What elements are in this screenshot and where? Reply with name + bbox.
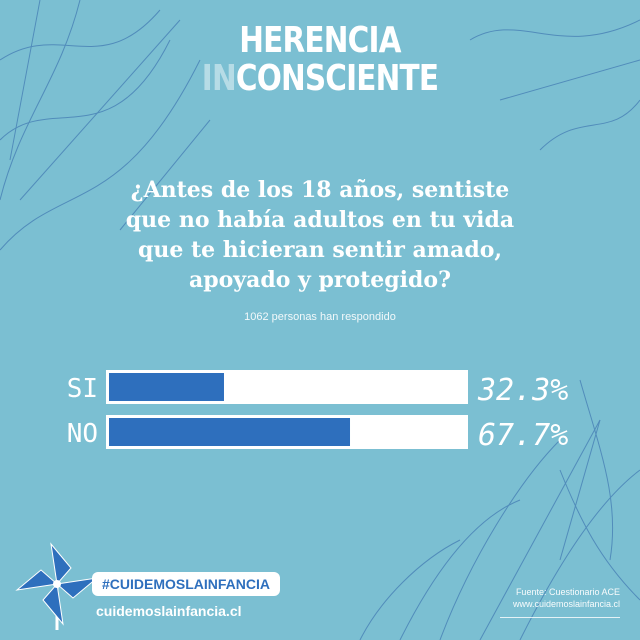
source-divider xyxy=(500,617,620,618)
bar-si xyxy=(109,373,224,401)
question-line-3: que te hicieran sentir amado, xyxy=(137,237,503,263)
source-line-2: www.cuidemoslainfancia.cl xyxy=(512,599,620,609)
value-label-si: 32.3% xyxy=(477,373,568,408)
question-line-4: apoyado y protegido? xyxy=(188,267,451,293)
value-label-no: 67.7% xyxy=(478,418,568,453)
logo-line-2-rest: CONSCIENTE xyxy=(235,58,439,99)
logo-line-1: HERENCIA xyxy=(239,20,401,61)
question-line-1: ¿Antes de los 18 años, sentiste xyxy=(130,177,510,203)
respondent-count: 1062 personas han respondido xyxy=(244,311,396,323)
logo-line-2: INCONSCIENTE xyxy=(58,60,583,98)
survey-question: ¿Antes de los 18 años, sentiste que no h… xyxy=(0,175,640,295)
category-label-no: NO xyxy=(67,419,98,449)
source-line-1: Fuente: Cuestionario ACE xyxy=(515,587,620,597)
logo-faded-prefix: IN xyxy=(201,58,237,99)
website-link[interactable]: cuidemoslainfancia.cl xyxy=(96,603,242,619)
question-line-2: que no había adultos en tu vida xyxy=(125,207,515,233)
bar-no xyxy=(109,418,351,446)
logo: HERENCIA INCONSCIENTE xyxy=(0,22,640,98)
source-note: Fuente: Cuestionario ACE www.cuidemoslai… xyxy=(513,586,620,610)
category-label-si: SI xyxy=(67,374,98,404)
hashtag-badge: #CUIDEMOSLAINFANCIA xyxy=(92,572,281,596)
pinwheel-icon xyxy=(15,542,99,630)
